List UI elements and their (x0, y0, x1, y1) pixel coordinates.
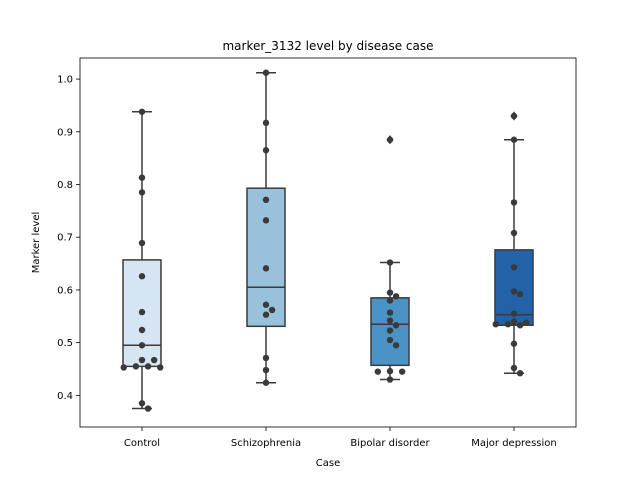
data-point (504, 321, 512, 328)
data-point (374, 368, 382, 375)
data-point (262, 119, 270, 127)
data-point (510, 136, 518, 143)
data-point (138, 239, 146, 247)
data-point (510, 264, 518, 271)
data-point (138, 326, 146, 334)
y-tick-label: 0.7 (57, 233, 73, 244)
data-point (516, 322, 524, 329)
plot-frame (79, 57, 577, 428)
data-point (510, 288, 518, 295)
data-point (262, 265, 270, 272)
chart-title: marker_3132 level by disease case (222, 39, 433, 53)
data-point (132, 363, 140, 370)
data-point (516, 290, 524, 298)
data-point (392, 342, 400, 349)
data-point (262, 69, 270, 76)
data-point (262, 217, 270, 224)
x-tick-label: Schizophrenia (231, 438, 301, 449)
y-tick-label: 1.0 (57, 75, 73, 86)
data-point (386, 297, 394, 304)
y-tick-label: 0.5 (57, 338, 73, 349)
y-tick-label: 0.9 (57, 127, 73, 138)
data-point (262, 366, 270, 374)
data-point (386, 259, 394, 266)
data-point (138, 400, 146, 407)
data-point (138, 273, 146, 280)
data-point (386, 367, 394, 375)
data-point (510, 112, 518, 120)
y-tick-label: 0.8 (57, 180, 73, 191)
y-tick-label: 0.6 (57, 285, 73, 296)
x-tick-label: Major depression (471, 438, 557, 449)
x-axis-title: Case (316, 458, 340, 469)
data-point (386, 336, 394, 344)
data-point (144, 363, 152, 370)
data-point (386, 327, 394, 334)
data-point (150, 356, 158, 364)
data-point (522, 319, 530, 326)
data-point (144, 405, 152, 412)
data-point (138, 189, 146, 196)
x-tick-label: Bipolar disorder (350, 438, 430, 449)
data-point (138, 174, 146, 181)
data-point (138, 342, 146, 349)
data-point (510, 340, 518, 347)
iqr-box (246, 187, 286, 328)
data-point (262, 311, 270, 318)
data-point (138, 356, 146, 364)
data-point (138, 308, 146, 316)
data-point (262, 196, 270, 204)
y-axis-title: Marker level (31, 212, 42, 274)
data-point (262, 379, 270, 386)
data-point (510, 229, 518, 237)
data-point (510, 318, 518, 325)
data-point (120, 364, 127, 371)
data-point (510, 310, 518, 317)
data-point (386, 289, 394, 296)
data-point (386, 309, 394, 316)
data-point (138, 108, 146, 115)
plot-area (80, 58, 576, 427)
data-point (268, 306, 276, 314)
data-point (262, 147, 270, 154)
data-point (262, 301, 270, 308)
data-point (157, 364, 164, 371)
data-point (492, 321, 499, 328)
data-point (510, 199, 518, 206)
y-tick-label: 0.4 (57, 391, 73, 402)
data-point (386, 136, 394, 143)
data-point (262, 354, 270, 362)
data-point (392, 322, 400, 329)
x-tick-label: Control (124, 438, 160, 449)
data-point (386, 376, 394, 383)
data-point (516, 370, 524, 377)
data-point (398, 368, 406, 375)
data-point (510, 364, 518, 372)
data-point (386, 317, 394, 324)
data-point (392, 293, 400, 300)
